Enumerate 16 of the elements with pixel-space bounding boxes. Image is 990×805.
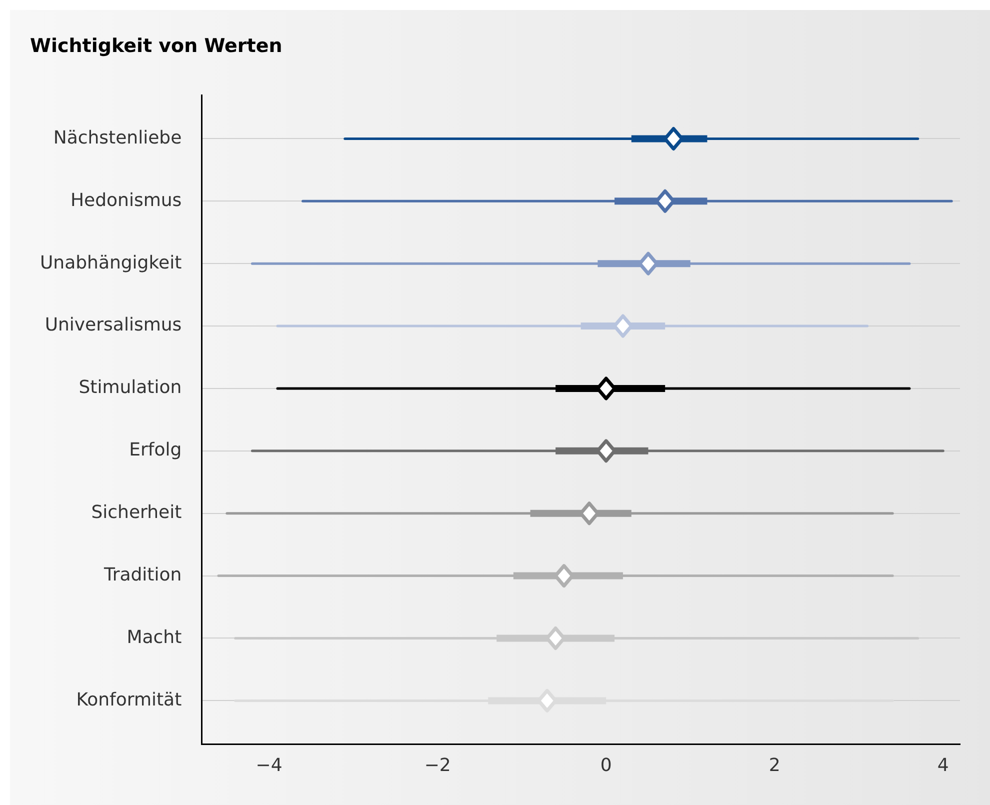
y-tick-label: Macht xyxy=(126,626,182,648)
x-tick-label: 2 xyxy=(768,754,780,776)
y-tick-label: Tradition xyxy=(102,564,182,586)
y-tick-label: Unabhängigkeit xyxy=(40,252,182,274)
y-tick-label: Hedonismus xyxy=(70,190,182,211)
x-tick-label: 4 xyxy=(937,754,949,776)
y-tick-label: Stimulation xyxy=(78,377,182,398)
y-tick-label: Nächstenliebe xyxy=(53,127,182,148)
x-tick-label: 0 xyxy=(600,754,612,776)
x-tick-label: −2 xyxy=(424,754,451,776)
y-tick-label: Sicherheit xyxy=(91,502,182,524)
chart-title: Wichtigkeit von Werten xyxy=(30,35,282,57)
y-tick-label: Erfolg xyxy=(129,440,182,461)
y-tick-label: Konformität xyxy=(76,689,182,710)
y-tick-label: Universalismus xyxy=(44,314,182,336)
x-tick-label: −4 xyxy=(256,754,282,776)
